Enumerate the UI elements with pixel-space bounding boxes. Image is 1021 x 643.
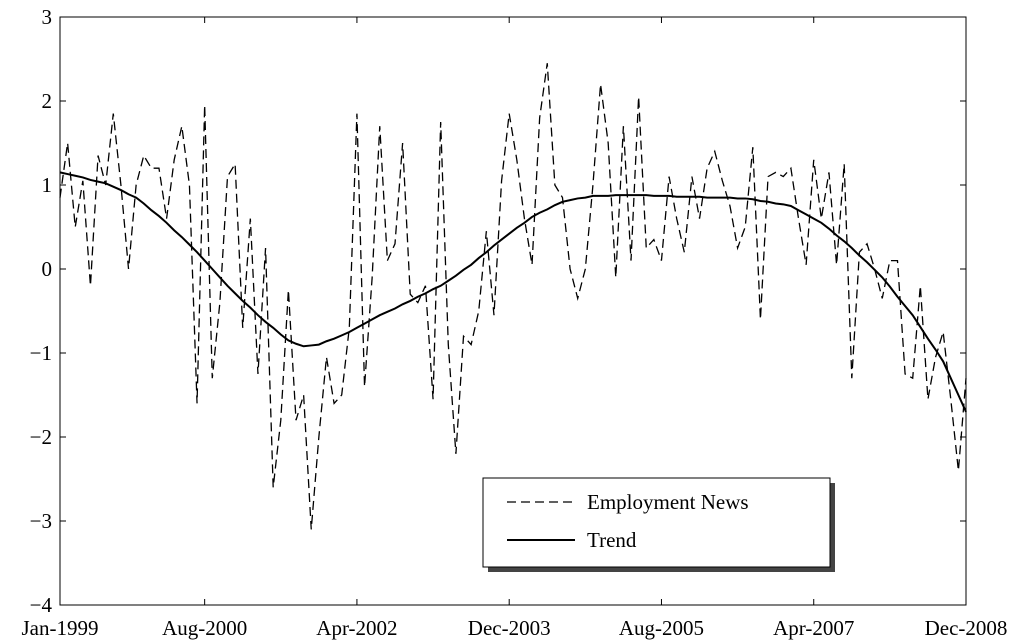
legend-box xyxy=(482,477,831,568)
legend-label: Employment News xyxy=(587,490,749,514)
y-tick-label: −2 xyxy=(30,425,52,449)
dashed-line xyxy=(59,63,967,530)
legend-label: Trend xyxy=(587,528,637,552)
y-tick-label: 1 xyxy=(42,173,53,197)
y-tick-label: 2 xyxy=(42,89,53,113)
x-tick-label: Dec-2008 xyxy=(925,616,1008,640)
plot-frame xyxy=(59,16,967,606)
x-tick-label: Dec-2003 xyxy=(468,616,551,640)
y-tick-label: 0 xyxy=(42,257,53,281)
y-tick-label: 3 xyxy=(42,5,53,29)
y-tick-label: −3 xyxy=(30,509,52,533)
y-tick-label: −1 xyxy=(30,341,52,365)
legend: Employment News Trend xyxy=(482,477,835,572)
y-tick-label: −4 xyxy=(30,593,53,617)
x-tick-label: Apr-2002 xyxy=(316,616,397,640)
trend-line xyxy=(59,171,967,413)
x-tick-label: Aug-2005 xyxy=(619,616,704,640)
x-tick-label: Jan-1999 xyxy=(22,616,99,640)
x-tick-label: Aug-2000 xyxy=(162,616,247,640)
x-tick-label: Apr-2007 xyxy=(773,616,854,640)
